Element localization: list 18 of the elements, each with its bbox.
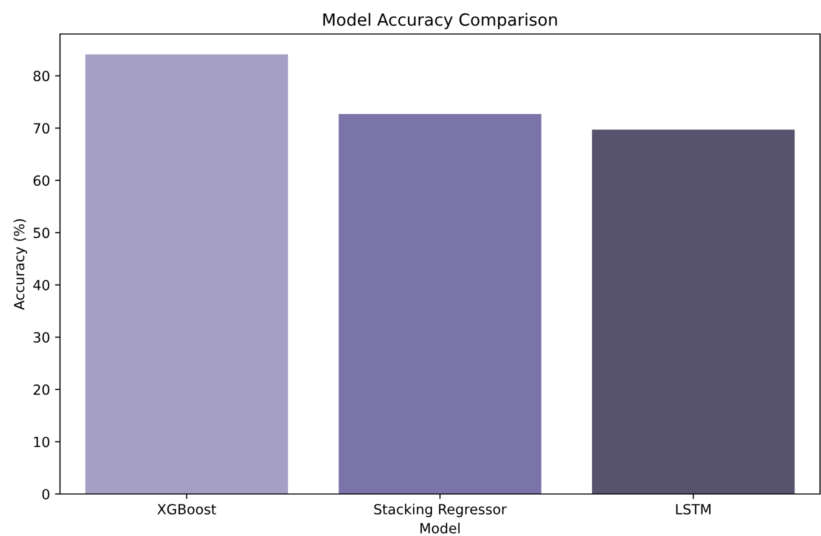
chart-title: Model Accuracy Comparison: [323, 13, 557, 30]
bar: [592, 130, 795, 494]
x-tick-label: Stacking Regressor: [374, 504, 507, 518]
y-tick-label: 20: [34, 384, 50, 395]
bar: [85, 54, 288, 494]
y-tick-label: 60: [34, 175, 50, 186]
y-tick-label: 70: [34, 123, 50, 134]
y-tick-label: 40: [33, 280, 50, 290]
x-tick-label: LSTM: [676, 504, 710, 514]
y-axis-title: Accuracy (%): [14, 219, 28, 310]
bar: [338, 114, 542, 494]
y-tick-label: 50: [34, 228, 50, 238]
y-tick-label: 30: [34, 332, 50, 343]
x-tick-label: XGBoost: [157, 504, 216, 514]
y-tick-label: 0: [42, 488, 50, 500]
x-axis-title: Model: [420, 522, 460, 534]
y-tick-label: 10: [34, 436, 50, 448]
y-tick-label: 80: [34, 70, 50, 82]
